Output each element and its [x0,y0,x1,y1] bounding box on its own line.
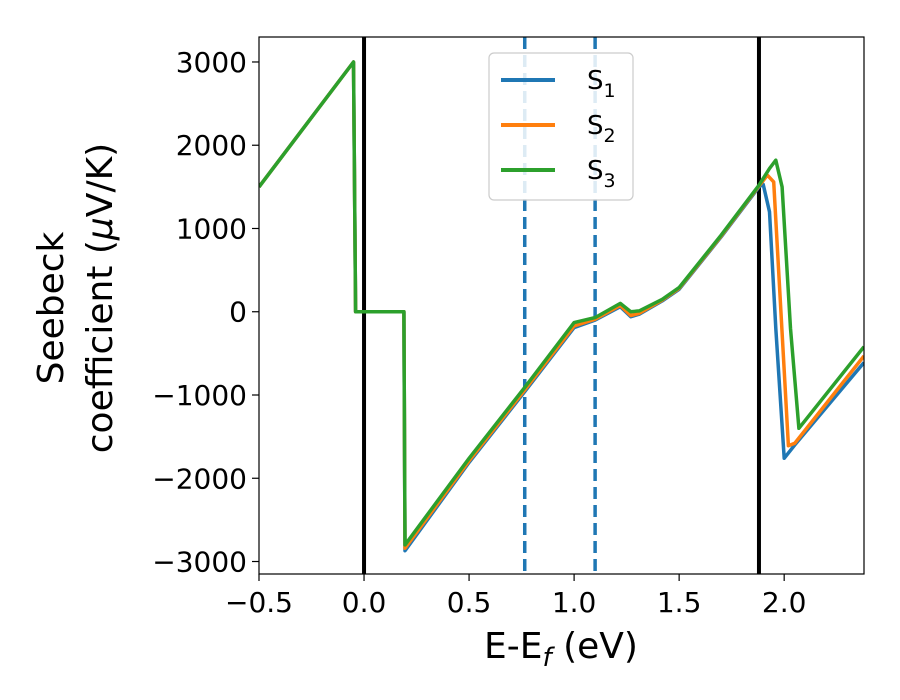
y-tick-label: 2000 [176,129,247,162]
x-tick-label: −0.5 [225,586,293,619]
plot-frame [258,36,865,575]
legend-label-1: S1 [587,66,616,102]
series-lines [259,60,864,553]
legend-label-2: S2 [587,111,616,147]
axis-labels: E-Ef (eV) Seebeck coefficient (μV/K) [31,143,638,673]
legend-box [488,52,634,201]
x-tick-label: 0.0 [342,586,387,619]
y-tick-label: 1000 [176,212,247,245]
y-axis-label-line2: coefficient (μV/K) [80,143,121,453]
x-tick-label: 1.0 [552,586,597,619]
reference-lines [362,37,761,574]
x-tick-label: 0.5 [447,586,492,619]
axis-ticks: −0.5 0.0 0.5 1.0 1.5 2.0 −3000 −2000 −1000 0 1000 2… [152,46,806,619]
series-line-3 [259,60,864,547]
y-tick-label: 3000 [176,46,247,79]
legend-label-3: S3 [587,156,616,192]
y-tick-label: −3000 [152,546,247,579]
y-tick-label: 0 [229,296,247,329]
x-axis-label: E-Ef (eV) [484,626,638,673]
y-tick-label: −2000 [152,462,247,495]
y-axis-label-line1: Seebeck [31,231,72,384]
x-tick-label: 2.0 [762,586,807,619]
x-tick-label: 1.5 [657,586,702,619]
legend: S1 S2 S3 [488,52,634,201]
y-tick-label: −1000 [152,379,247,412]
